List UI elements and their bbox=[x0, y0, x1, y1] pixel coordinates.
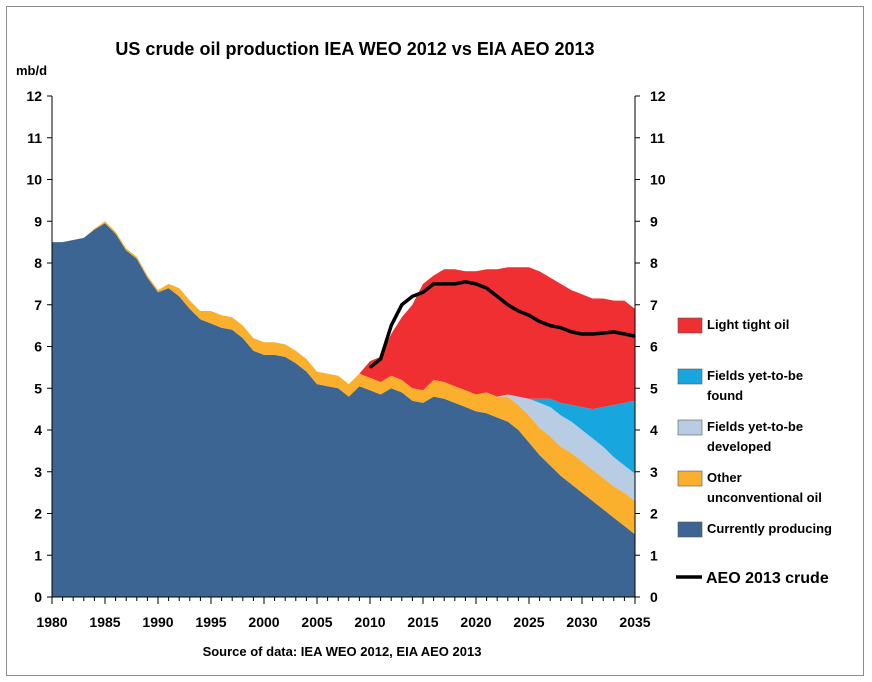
aeo-point bbox=[485, 287, 488, 289]
aeo-point bbox=[411, 295, 414, 298]
y-tick-label-left: 1 bbox=[34, 547, 42, 563]
aeo-point bbox=[443, 283, 446, 285]
x-tick-label: 2015 bbox=[407, 614, 438, 630]
legend-label: Currently producing bbox=[707, 521, 832, 536]
legend-label: Light tight oil bbox=[707, 317, 789, 332]
x-tick-label: 2020 bbox=[460, 614, 491, 630]
aeo-point bbox=[538, 320, 541, 323]
aeo-point bbox=[390, 324, 393, 327]
y-tick-label-right: 8 bbox=[650, 255, 658, 271]
source-note: Source of data: IEA WEO 2012, EIA AEO 20… bbox=[203, 644, 482, 659]
legend-swatch bbox=[677, 419, 703, 436]
legend-swatch bbox=[677, 521, 703, 538]
y-tick-label-left: 9 bbox=[34, 213, 42, 229]
legend-label: developed bbox=[707, 439, 771, 454]
area-series-0 bbox=[52, 223, 635, 598]
y-tick-label-left: 3 bbox=[34, 464, 42, 480]
aeo-point bbox=[464, 281, 467, 283]
aeo-point bbox=[507, 304, 509, 306]
aeo-point bbox=[454, 283, 456, 285]
aeo-point bbox=[549, 324, 551, 327]
aeo-point bbox=[570, 331, 573, 333]
aeo-point bbox=[581, 333, 583, 335]
y-tick-label-right: 0 bbox=[650, 589, 658, 605]
y-tick-label-right: 5 bbox=[650, 380, 658, 396]
aeo-line bbox=[368, 280, 636, 369]
x-tick-label: 2010 bbox=[354, 614, 385, 630]
x-tick-label: 2030 bbox=[566, 614, 597, 630]
y-tick-label-left: 8 bbox=[34, 255, 42, 271]
chart-frame bbox=[6, 6, 864, 676]
aeo-point bbox=[475, 283, 477, 285]
y-tick-label-right: 7 bbox=[650, 297, 658, 313]
aeo-point bbox=[602, 332, 604, 334]
y-tick-label-left: 12 bbox=[26, 88, 42, 104]
x-tick-label: 1990 bbox=[142, 614, 173, 630]
aeo-point bbox=[401, 304, 403, 306]
y-tick-label-left: 0 bbox=[34, 589, 42, 605]
aeo-point bbox=[379, 358, 382, 360]
legend-swatch bbox=[677, 317, 703, 334]
x-tick-label: 2000 bbox=[248, 614, 279, 630]
legend-label: Fields yet-to-be bbox=[707, 419, 803, 434]
chart-title: US crude oil production IEA WEO 2012 vs … bbox=[115, 39, 594, 59]
legend: Light tight oil Fields yet-to-be found Fiel… bbox=[676, 317, 832, 587]
y-tick-label-right: 1 bbox=[650, 547, 658, 563]
y-tick-label-left: 2 bbox=[34, 506, 42, 522]
y-axis-unit: mb/d bbox=[16, 63, 47, 78]
y-tick-label-left: 10 bbox=[26, 172, 42, 188]
y-tick-label-left: 11 bbox=[27, 130, 42, 146]
aeo-point bbox=[517, 310, 520, 312]
aeo-point bbox=[496, 295, 499, 298]
x-tick-label: 1980 bbox=[36, 614, 67, 630]
y-tick-label-right: 2 bbox=[650, 506, 658, 522]
legend-swatch bbox=[677, 368, 703, 385]
y-tick-label-left: 4 bbox=[34, 422, 42, 438]
legend-label: found bbox=[707, 388, 743, 403]
y-tick-label-right: 3 bbox=[650, 464, 658, 480]
y-tick-label-right: 12 bbox=[650, 88, 666, 104]
aeo-point bbox=[613, 331, 615, 333]
legend-label: Other bbox=[707, 470, 742, 485]
aeo-point bbox=[560, 326, 562, 329]
legend-label: Fields yet-to-be bbox=[707, 368, 803, 383]
y-tick-label-right: 10 bbox=[650, 172, 666, 188]
aeo-point bbox=[369, 366, 371, 369]
legend-label: unconventional oil bbox=[707, 490, 822, 505]
aeo-point bbox=[623, 333, 626, 335]
y-tick-label-right: 6 bbox=[650, 339, 658, 355]
aeo-point bbox=[528, 314, 530, 317]
aeo-point bbox=[591, 333, 594, 335]
aeo-point bbox=[432, 283, 435, 285]
legend-label: AEO 2013 crude bbox=[706, 570, 829, 587]
x-tick-label: 2035 bbox=[619, 614, 650, 630]
y-tick-label-right: 4 bbox=[650, 422, 658, 438]
y-tick-label-left: 5 bbox=[34, 380, 42, 396]
y-tick-label-right: 11 bbox=[650, 130, 665, 146]
y-tick-label-right: 9 bbox=[650, 213, 658, 229]
x-tick-label: 2025 bbox=[513, 614, 544, 630]
legend-swatch bbox=[677, 470, 703, 487]
y-tick-label-left: 6 bbox=[34, 339, 42, 355]
y-tick-label-left: 7 bbox=[34, 297, 42, 313]
x-tick-label: 1985 bbox=[89, 614, 120, 630]
area-series-4 bbox=[52, 221, 635, 410]
aeo-point bbox=[422, 291, 424, 294]
x-tick-label: 1995 bbox=[195, 614, 226, 630]
x-tick-label: 2005 bbox=[301, 614, 332, 630]
